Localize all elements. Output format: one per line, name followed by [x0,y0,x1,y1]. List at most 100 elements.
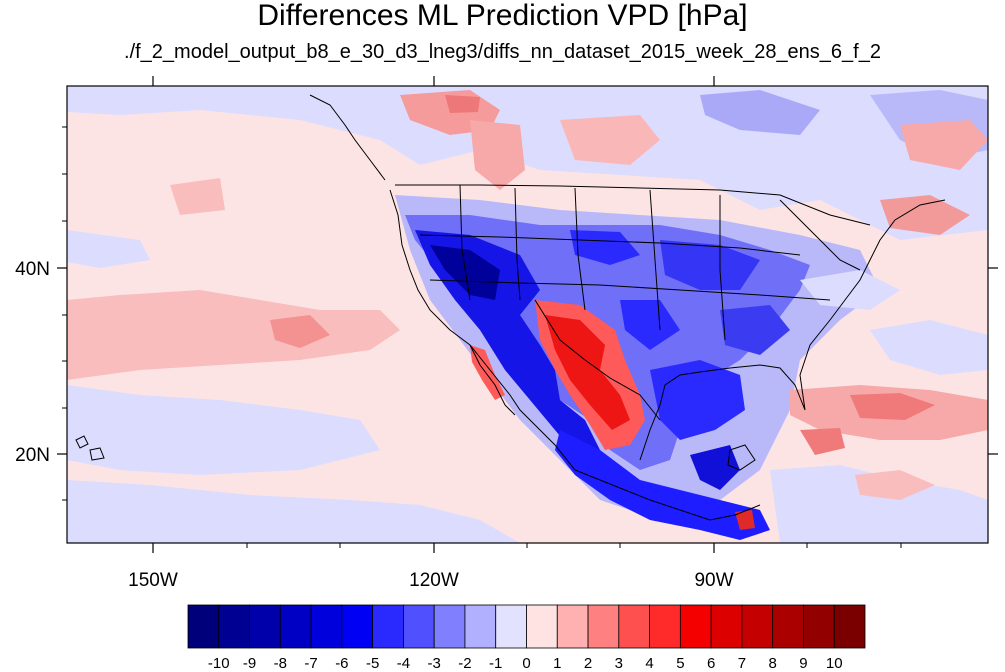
colorbar-swatch [587,604,620,649]
major-ticks [57,76,998,553]
baja-coastline [469,344,516,416]
colorbar-swatch [741,604,774,649]
south-pacific-blue-band [67,480,520,543]
pacific-blue-blob-1 [67,230,150,268]
y-tick-label-40n: 40N [15,259,50,280]
colorbar-swatch [526,604,558,649]
colorbar-label: -9 [243,655,256,672]
colorbar-swatch [403,604,435,649]
colorbar-swatch [649,604,681,649]
colorbar-swatch [556,604,589,649]
pacific-blue-band [67,385,380,475]
colorbar-label: -7 [304,655,317,672]
north-red-core [445,95,480,113]
map-subtitle: ./f_2_model_output_b8_e_30_d3_lneg3/diff… [124,41,881,63]
x-tick-label-150w: 150W [128,570,178,591]
colorbar-label: -3 [428,655,441,672]
colorbar-label: -1 [489,655,502,672]
great-basin-darkest-blue [430,245,500,300]
colorbar-label: -10 [208,655,230,672]
colorbar: -10 -9 -8 -7 -6 -5 -4 -3 -2 -1 0 1 2 3 4 5 6 7 8 9 10 [187,604,866,672]
north-red-patch-2 [470,120,525,190]
yucatan-outline [727,444,756,471]
state-border-1 [459,184,471,301]
state-border-2 [514,187,521,301]
state-border-3 [574,187,586,311]
colorbar-label: -5 [366,655,379,672]
baja-red-coast [470,345,505,400]
x-tick-label-90w: 90W [694,570,733,591]
north-red-patch-3 [560,115,660,165]
state-border-6 [419,234,801,256]
colorbar-label: 8 [769,655,777,672]
plains-blue [570,230,640,265]
north-blue-patch [700,90,820,135]
alaska-coastline [309,94,386,181]
colorbar-label: -8 [274,655,287,672]
colorbar-swatch [833,604,866,649]
colorbar-label: 7 [738,655,746,672]
hawaii-outline [75,435,105,461]
colorbar-label: -4 [397,655,410,672]
colorbar-swatch [679,604,712,649]
colorbar-label: 5 [676,655,684,672]
newengland-red-patch [880,195,970,235]
caribbean-red-patch [800,428,845,455]
yucatan-blue [690,445,740,490]
texas-gulf-blue [650,360,745,440]
colorbar-swatch [495,604,527,649]
tropical-atlantic-blue [770,465,988,543]
state-border-5 [719,195,726,341]
central-america-red-spot [735,510,755,530]
colorbar-swatch [433,604,466,649]
pacific-red-band [67,290,400,380]
colorbar-swatch [803,604,835,649]
southeast-blue [720,305,790,355]
map-title: Differences ML Prediction VPD [hPa] [257,0,748,32]
colorbar-swatch [218,604,250,649]
atlantic-red-core [850,393,935,420]
gulf-atlantic-coastline [639,199,946,461]
tropical-red-patch [855,470,935,500]
colorbar-swatch [279,604,312,649]
colorbar-label: 1 [553,655,561,672]
west-dark-blue-region [415,230,600,460]
canada-border [395,184,871,226]
central-red-core [545,315,630,430]
colorbar-swatch [187,604,220,649]
southern-plains-blue [620,300,680,350]
colorbar-label: 6 [707,655,715,672]
x-tick-label-120w: 120W [409,570,459,591]
colorbar-swatch [372,604,404,649]
pacific-red-blob [170,178,225,215]
midwest-blue [660,240,760,290]
colorbar-label: -2 [458,655,471,672]
pacific-coastline [389,189,761,521]
colorbar-swatch [464,604,497,649]
colorbar-label: 10 [826,655,843,672]
northeast-red-patch [900,120,988,170]
colorbar-swatch [310,604,343,649]
state-border-4 [649,189,661,331]
colorbar-label: 3 [615,655,623,672]
colorbar-label: 4 [645,655,653,672]
coastline-overlay [75,94,946,521]
y-tick-label-20n: 20N [15,445,50,466]
minor-ticks [62,126,902,548]
colorbar-label: 0 [522,655,530,672]
state-border-8 [779,199,861,271]
map-field [67,86,988,543]
mexico-border [534,299,661,421]
colorbar-label: -6 [335,655,348,672]
pacific-red-core [270,315,330,348]
mexico-blue-band [555,430,770,540]
colorbar-label: 2 [584,655,592,672]
atlantic-blue-patch-2 [870,320,988,375]
colorbar-swatch [341,604,374,649]
colorbar-swatch [249,604,281,649]
colorbar-swatch [772,604,804,649]
colorbar-swatch [618,604,650,649]
colorbar-swatch [710,604,743,649]
colorbar-label: 9 [799,655,807,672]
